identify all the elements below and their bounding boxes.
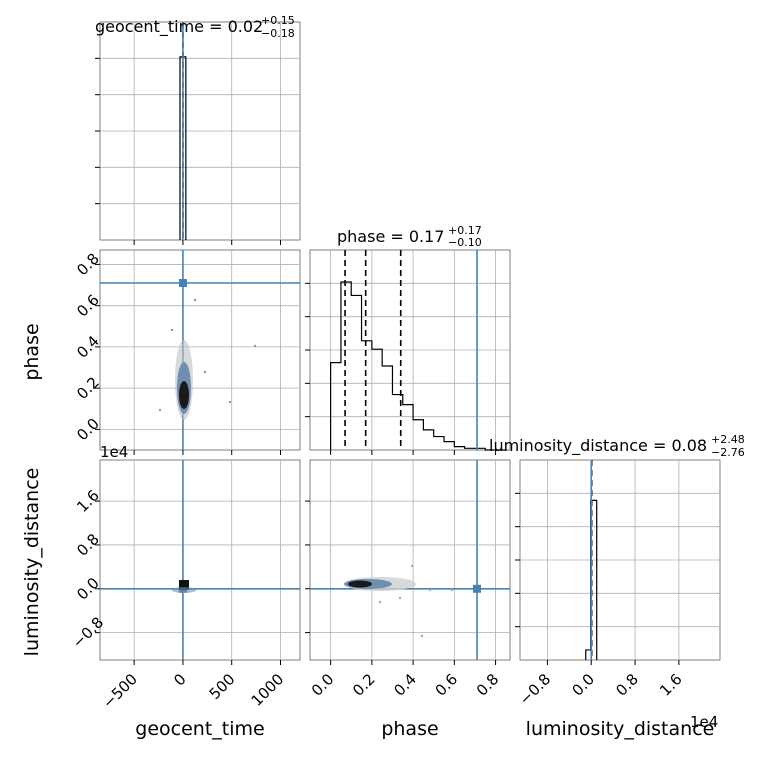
title-lum-sup: +2.48 xyxy=(711,433,745,446)
title-geocent-sub: −0.18 xyxy=(261,27,295,40)
title-lum: luminosity_distance = 0.08 xyxy=(489,436,707,456)
truth-marker xyxy=(473,584,482,593)
title-phase-sup: +0.17 xyxy=(448,224,482,237)
xtick-label: 0.6 xyxy=(432,670,462,700)
ytick-label: 0.6 xyxy=(73,291,103,321)
xtick-label: 0.0 xyxy=(568,670,598,700)
title-geocent-sup: +0.15 xyxy=(261,14,295,27)
hist-phase xyxy=(330,281,506,451)
xlabel-geocent: geocent_time xyxy=(135,718,264,740)
xtick-label: 1.6 xyxy=(656,670,686,700)
panel-phase-vs-geocent xyxy=(99,249,301,451)
title-phase: phase = 0.17 xyxy=(337,227,444,246)
ytick-label: 0.8 xyxy=(73,530,103,560)
ytick-label: 0.0 xyxy=(73,415,103,445)
ytick-label: 0.8 xyxy=(73,250,103,280)
contour-lum-phase xyxy=(344,564,454,638)
truth-marker xyxy=(178,278,187,287)
title-geocent: geocent_time = 0.02 xyxy=(95,17,263,37)
ylabel-lum: luminosity_distance xyxy=(21,468,43,657)
xlabel-phase: phase xyxy=(381,718,438,740)
xtick-label: 1000 xyxy=(248,670,288,710)
xtick-label: 0.8 xyxy=(473,670,503,700)
xtick-label: 0.2 xyxy=(349,670,379,700)
ytick-label: 0.4 xyxy=(73,332,103,362)
ytick-label: 0.2 xyxy=(73,373,103,403)
xtick-label: 0 xyxy=(170,670,189,689)
title-phase-sub: −0.10 xyxy=(448,236,482,249)
contour-phase-geocent xyxy=(158,298,257,420)
offset-lum-y: 1e4 xyxy=(100,443,128,461)
ytick-label: 1.6 xyxy=(73,486,103,516)
xtick-label: 0.0 xyxy=(308,670,338,700)
title-lum-sub: −2.76 xyxy=(711,446,745,459)
panel-lum-vs-geocent xyxy=(99,459,301,661)
xtick-label: 500 xyxy=(206,670,239,703)
panel-lum-vs-phase xyxy=(309,459,511,661)
xtick-label: −500 xyxy=(99,670,141,712)
ylabel-phase: phase xyxy=(21,323,43,380)
xlabel-lum: luminosity_distance xyxy=(526,718,715,740)
contour-lum-geocent xyxy=(172,580,196,593)
xtick-label: 0.4 xyxy=(390,670,420,700)
ytick-label: 0.0 xyxy=(73,574,103,604)
offset-lum-x: 1e4 xyxy=(690,713,718,731)
xtick-label: −0.8 xyxy=(516,670,554,708)
xtick-label: 0.8 xyxy=(612,670,642,700)
